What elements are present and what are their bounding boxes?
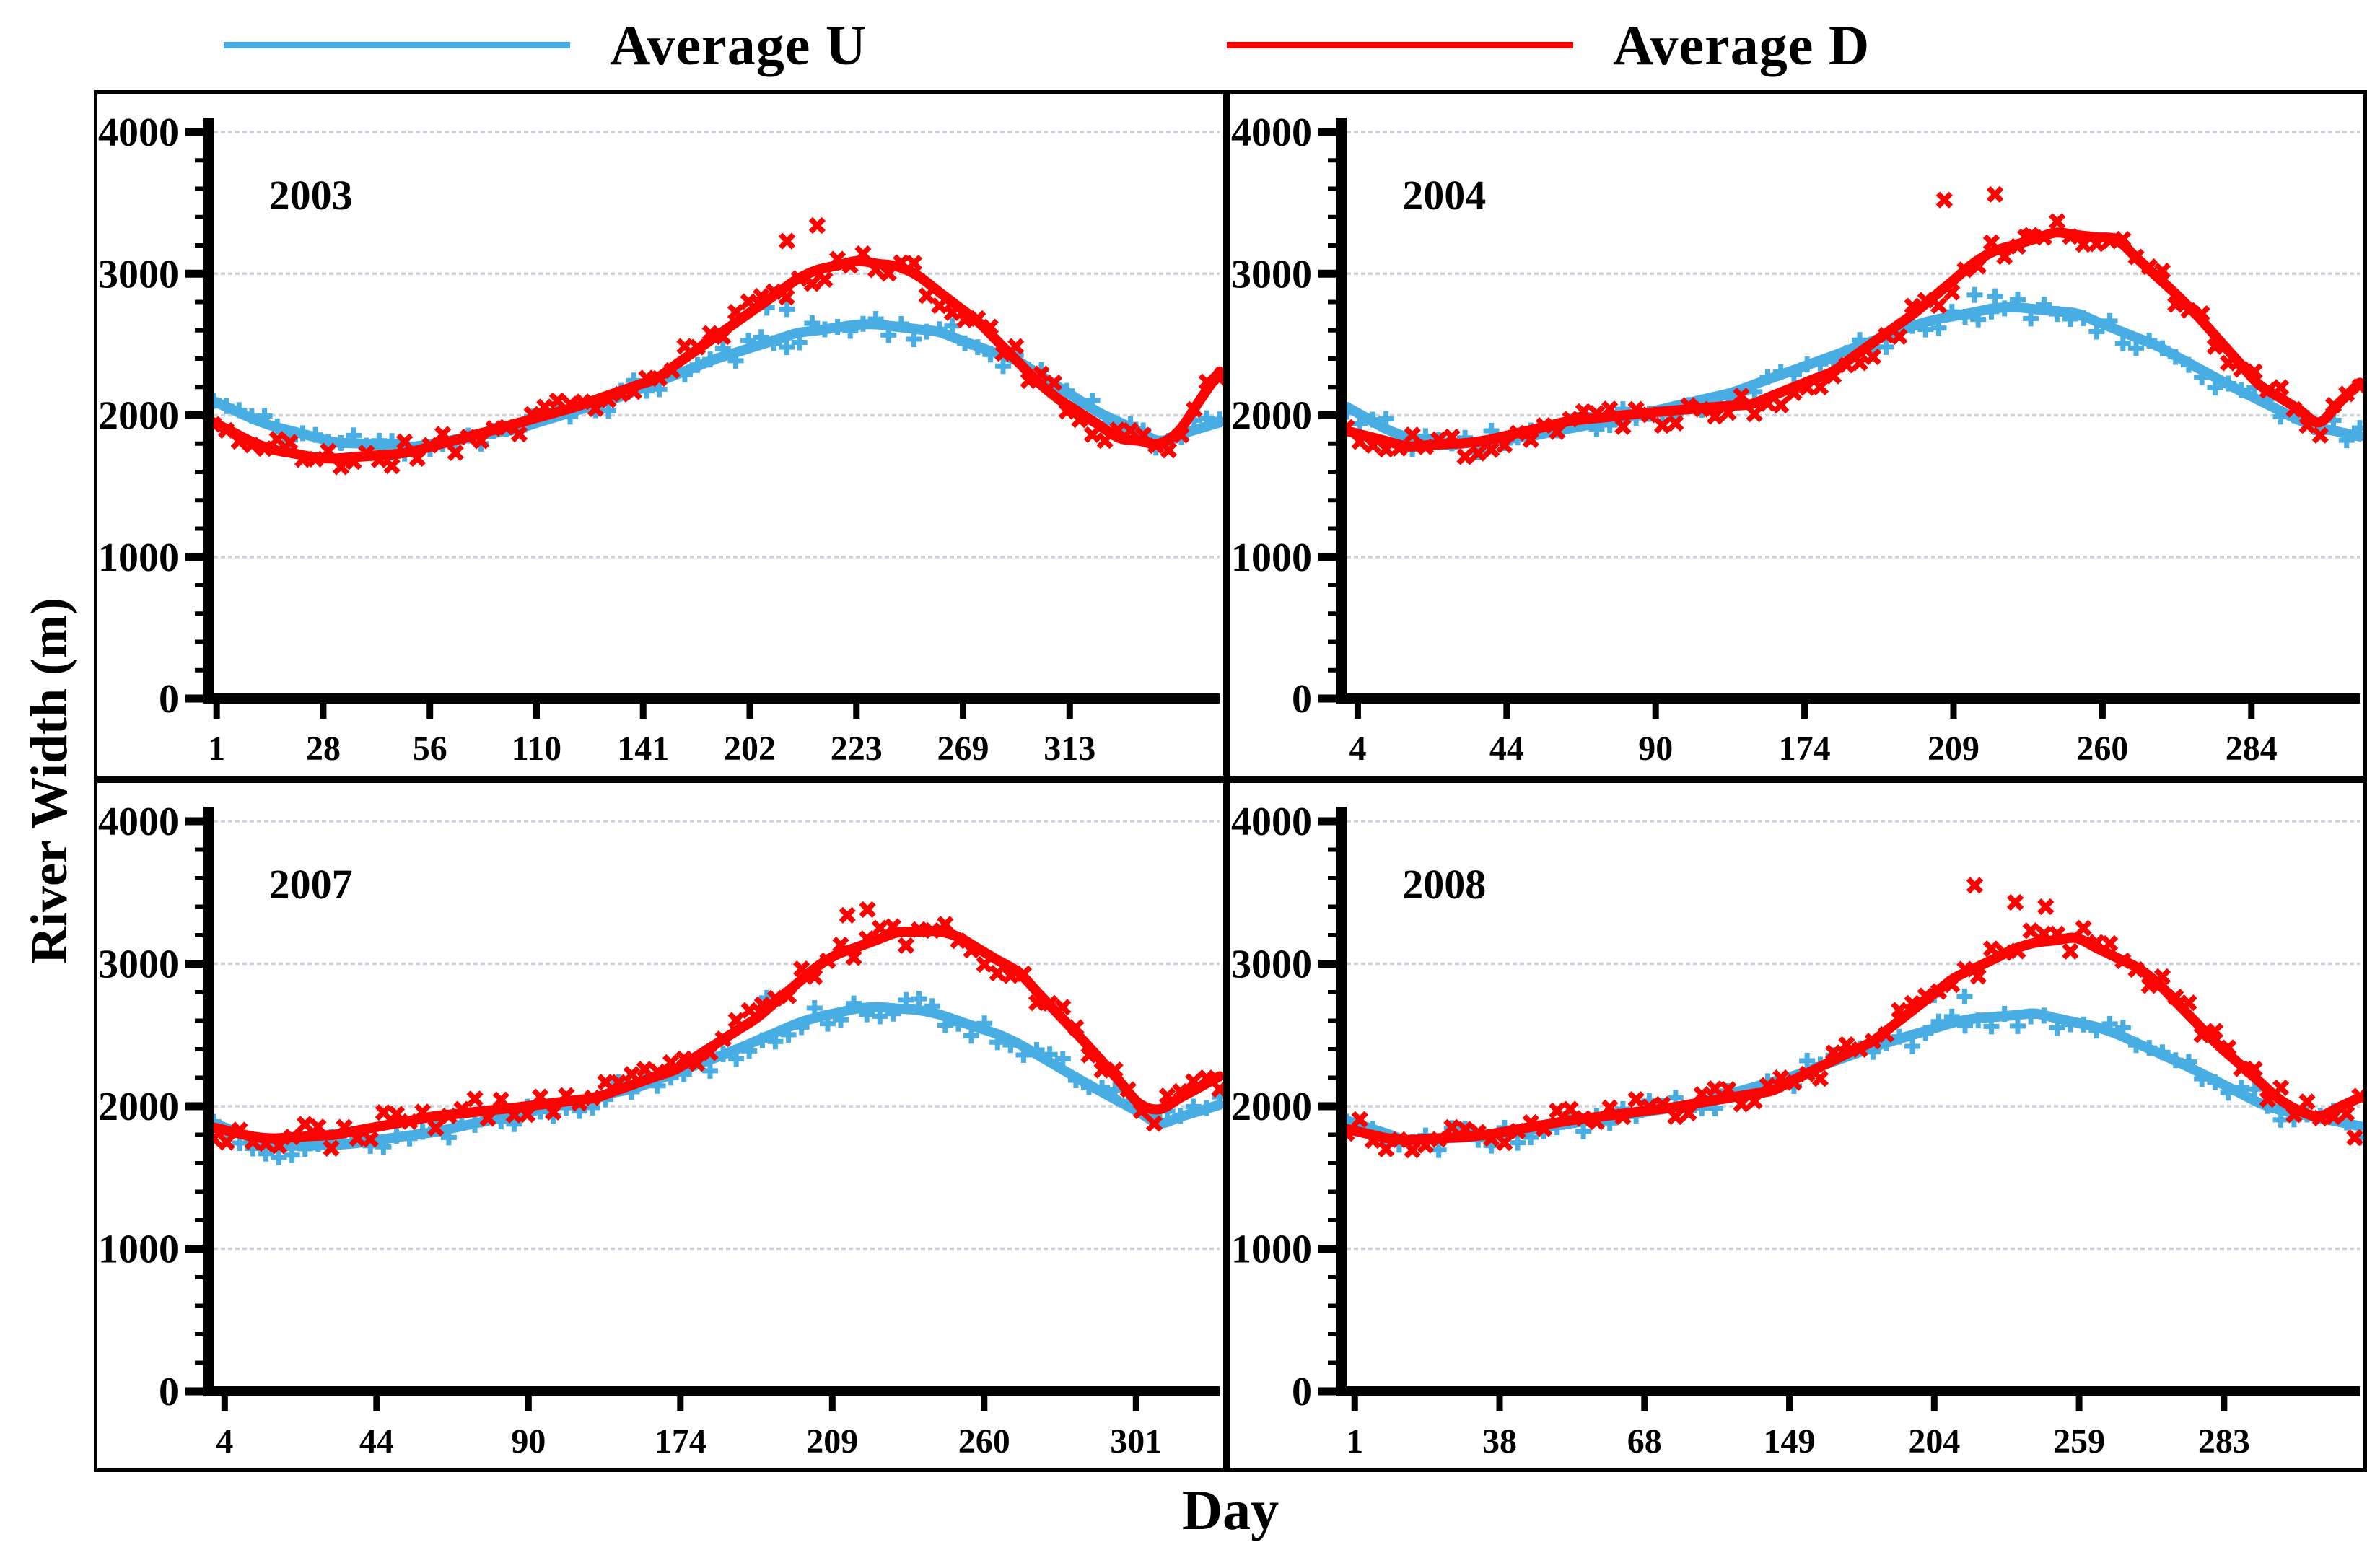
year-label: 2007 xyxy=(269,861,353,908)
svg-text:2000: 2000 xyxy=(98,1085,179,1129)
svg-text:204: 204 xyxy=(1908,1422,1960,1461)
legend-entry-average-d: Average D xyxy=(1227,0,1870,90)
svg-text:1000: 1000 xyxy=(1231,535,1312,580)
series-average-d xyxy=(205,216,1227,476)
year-label: 2004 xyxy=(1402,172,1486,219)
svg-text:28: 28 xyxy=(306,730,341,768)
svg-text:260: 260 xyxy=(2076,730,2128,768)
series-average-d xyxy=(1338,185,2367,465)
gridlines xyxy=(214,820,1220,1251)
panel-bottom-right: 0 1000 2000 3000 4000 1 38 68 149 204 259 283 2008 xyxy=(1227,779,2367,1472)
svg-text:301: 301 xyxy=(1110,1422,1162,1461)
axes xyxy=(185,807,1220,1411)
y-axis-title: River Width (m) xyxy=(19,597,78,965)
svg-text:313: 313 xyxy=(1044,730,1095,768)
svg-text:4000: 4000 xyxy=(1231,800,1312,844)
svg-text:1000: 1000 xyxy=(1231,1227,1312,1272)
svg-text:283: 283 xyxy=(2198,1422,2250,1461)
svg-text:0: 0 xyxy=(1292,1370,1312,1414)
svg-text:259: 259 xyxy=(2053,1422,2105,1461)
svg-text:2000: 2000 xyxy=(1231,394,1312,439)
svg-text:3000: 3000 xyxy=(1231,252,1312,297)
series-average-d xyxy=(1338,877,2367,1159)
axes xyxy=(185,118,1220,719)
svg-text:269: 269 xyxy=(937,730,989,768)
panel-border xyxy=(94,779,1227,1472)
legend-line-average-d xyxy=(1227,42,1573,48)
svg-text:174: 174 xyxy=(655,1422,706,1461)
gridlines xyxy=(1347,820,2360,1251)
year-label: 2003 xyxy=(269,172,353,219)
svg-text:1000: 1000 xyxy=(98,1227,179,1272)
svg-text:149: 149 xyxy=(1764,1422,1816,1461)
legend: Average U Average D xyxy=(0,0,2380,90)
svg-text:223: 223 xyxy=(831,730,883,768)
svg-text:1000: 1000 xyxy=(98,535,179,580)
legend-label-average-u: Average U xyxy=(610,13,867,76)
svg-text:0: 0 xyxy=(1292,677,1312,722)
svg-text:209: 209 xyxy=(1928,730,1979,768)
svg-text:110: 110 xyxy=(512,730,561,768)
svg-text:68: 68 xyxy=(1627,1422,1662,1461)
panel-border xyxy=(1227,779,2367,1472)
series-average-d xyxy=(205,901,1227,1157)
svg-text:284: 284 xyxy=(2226,730,2278,768)
fit-curve xyxy=(1342,227,2365,452)
tick-labels: 0 1000 2000 3000 4000 1 28 56 110 141 202 223 269 313 xyxy=(98,110,1095,768)
svg-text:3000: 3000 xyxy=(1231,942,1312,987)
svg-text:0: 0 xyxy=(159,1370,179,1414)
svg-text:4: 4 xyxy=(216,1422,233,1461)
svg-text:4: 4 xyxy=(1349,730,1366,768)
svg-text:90: 90 xyxy=(1638,730,1673,768)
series-average-u xyxy=(206,299,1227,462)
fit-curve xyxy=(1342,932,2365,1145)
axes xyxy=(1318,118,2360,719)
svg-text:56: 56 xyxy=(413,730,447,768)
axes xyxy=(1318,807,2360,1411)
svg-text:202: 202 xyxy=(724,730,776,768)
svg-text:38: 38 xyxy=(1482,1422,1517,1461)
x-axis-title: Day xyxy=(1181,1479,1279,1541)
tick-labels: 0 1000 2000 3000 4000 1 38 68 149 204 259 283 xyxy=(1231,800,2250,1461)
panel-bottom-left: 0 1000 2000 3000 4000 4 44 90 174 209 260 301 2007 xyxy=(94,779,1227,1472)
panel-border xyxy=(1227,90,2367,779)
panel-top-right: 0 1000 2000 3000 4000 4 44 90 174 209 260 284 2004 xyxy=(1227,90,2367,779)
svg-text:0: 0 xyxy=(159,677,179,722)
svg-text:2000: 2000 xyxy=(1231,1085,1312,1129)
gridlines xyxy=(214,131,1220,559)
chart-grid: 0 1000 2000 3000 4000 1 28 56 110 141 202 223 269 313… xyxy=(94,90,2367,1472)
legend-line-average-u xyxy=(224,42,570,48)
chart-panel-1: 0 1000 2000 3000 4000 1 28 56 110 141 202 223 269 313… xyxy=(94,90,1227,779)
fit-curve xyxy=(209,926,1225,1144)
panel-border xyxy=(94,90,1227,779)
svg-text:4000: 4000 xyxy=(98,800,179,844)
svg-text:4000: 4000 xyxy=(1231,110,1312,155)
svg-text:1: 1 xyxy=(1346,1422,1363,1461)
svg-text:44: 44 xyxy=(1489,730,1524,768)
legend-entry-average-u: Average U xyxy=(224,0,867,90)
gridlines xyxy=(1347,131,2360,559)
chart-panel-4: 0 1000 2000 3000 4000 1 38 68 149 204 259 283 2008 xyxy=(1227,779,2367,1472)
svg-text:141: 141 xyxy=(617,730,669,768)
svg-text:3000: 3000 xyxy=(98,252,179,297)
fit-curve xyxy=(209,255,1225,464)
svg-text:4000: 4000 xyxy=(98,110,179,155)
svg-text:90: 90 xyxy=(511,1422,546,1461)
svg-text:2000: 2000 xyxy=(98,394,179,439)
svg-text:174: 174 xyxy=(1779,730,1831,768)
svg-text:260: 260 xyxy=(958,1422,1010,1461)
svg-text:44: 44 xyxy=(359,1422,394,1461)
legend-label-average-d: Average D xyxy=(1613,13,1871,76)
svg-text:3000: 3000 xyxy=(98,942,179,987)
svg-text:209: 209 xyxy=(806,1422,858,1461)
year-label: 2008 xyxy=(1402,861,1486,908)
svg-text:1: 1 xyxy=(208,730,225,768)
panel-top-left: 0 1000 2000 3000 4000 1 28 56 110 141 202 223 269 313… xyxy=(94,90,1227,779)
